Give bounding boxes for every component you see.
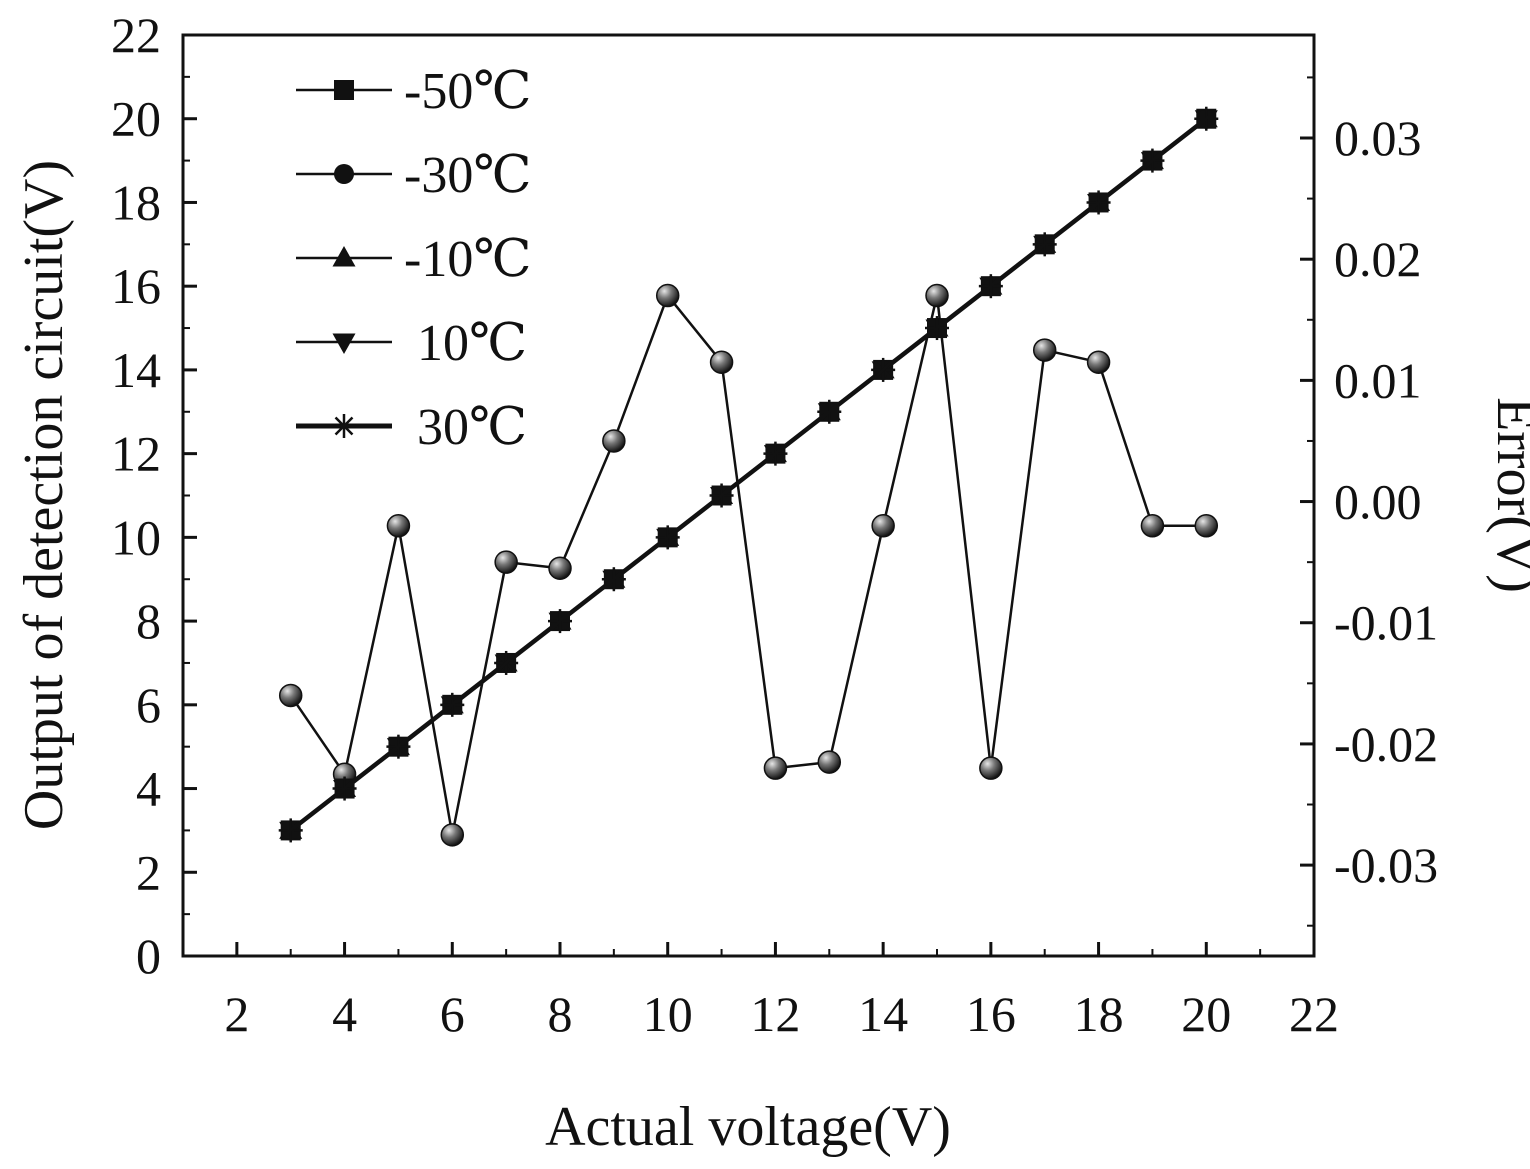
data-point [1140, 148, 1165, 173]
y-tick-label: 18 [111, 174, 161, 230]
legend-label: -30℃ [404, 147, 532, 204]
y2-tick-label: 0.01 [1334, 352, 1422, 408]
data-point [925, 283, 949, 308]
y-tick-label: 10 [111, 509, 161, 565]
y2-tick-label: 0.03 [1334, 110, 1422, 166]
y-axis-ticks: 0 2 4 6 8 10 12 14 16 18 20 22 [111, 7, 197, 984]
data-point [979, 756, 1003, 780]
data-point [871, 514, 895, 538]
y-tick-label: 2 [136, 844, 161, 900]
data-point [386, 514, 411, 538]
data-point [1140, 514, 1165, 538]
series-line [289, 294, 1207, 837]
y-tick-label: 16 [111, 258, 161, 314]
y2-tick-label: 0.00 [1334, 474, 1422, 530]
data-point [763, 441, 788, 466]
data-point [1194, 106, 1219, 131]
x-tick-label: 8 [548, 986, 573, 1042]
series-6 [278, 283, 1219, 847]
y-tick-label: 0 [136, 928, 161, 984]
data-point [278, 818, 303, 843]
x-tick-label: 18 [1074, 986, 1124, 1042]
x-tick-label: 14 [858, 986, 908, 1042]
y2-axis-title: Error(V) [1485, 397, 1530, 593]
data-point [602, 429, 626, 453]
legend-marker [334, 80, 354, 100]
data-point [332, 776, 357, 801]
data-point [655, 525, 680, 550]
y-tick-label: 8 [136, 593, 161, 649]
legend-label: -10℃ [404, 231, 532, 288]
x-tick-label: 12 [750, 986, 800, 1042]
data-point [494, 650, 519, 675]
data-point [440, 823, 465, 847]
legend-item: -10℃ [296, 231, 532, 288]
y2-tick-label: -0.02 [1334, 716, 1438, 772]
y2-tick-label: -0.03 [1334, 837, 1438, 893]
legend-item: -30℃ [296, 147, 532, 204]
legend-item: 10℃ [296, 315, 527, 372]
legend-marker [332, 246, 356, 267]
x-axis-title: Actual voltage(V) [545, 1096, 951, 1158]
y-axis-title: Output of detection circuit(V) [13, 160, 75, 830]
data-point [763, 756, 788, 780]
legend-item: -50℃ [296, 63, 532, 120]
legend-item: 30℃ [296, 399, 527, 456]
data-point [925, 316, 949, 341]
legend-marker [334, 164, 354, 184]
data-point [278, 683, 303, 708]
data-point [1194, 514, 1219, 538]
y-tick-label: 20 [111, 91, 161, 147]
series-5 [278, 106, 1219, 843]
data-point [1086, 350, 1111, 374]
legend-label: 10℃ [404, 315, 527, 372]
x-tick-label: 10 [643, 986, 693, 1042]
x-tick-label: 22 [1289, 986, 1339, 1042]
legend-label: 30℃ [404, 399, 527, 456]
y2-tick-label: 0.02 [1334, 231, 1422, 287]
data-point [709, 483, 734, 508]
data-point [386, 734, 411, 759]
y-tick-label: 12 [111, 426, 161, 482]
x-tick-label: 20 [1181, 986, 1231, 1042]
x-tick-label: 6 [440, 986, 465, 1042]
y-tick-label: 14 [111, 342, 161, 398]
y-tick-label: 22 [111, 7, 161, 63]
data-point [871, 357, 896, 382]
legend: -50℃ -30℃ -10℃ 10℃ 30℃ [296, 63, 532, 456]
x-axis-ticks: 2 4 6 8 10 12 14 16 18 20 22 [224, 942, 1339, 1042]
data-point [548, 609, 572, 634]
y-tick-label: 6 [136, 677, 161, 733]
x-tick-label: 16 [966, 986, 1016, 1042]
data-point [601, 567, 626, 592]
legend-label: -50℃ [404, 63, 532, 120]
data-point [548, 556, 572, 580]
data-point [1032, 232, 1057, 257]
x-tick-label: 2 [224, 986, 249, 1042]
data-point [655, 283, 680, 308]
x-tick-label: 4 [332, 986, 357, 1042]
y2-tick-label: -0.01 [1334, 595, 1438, 651]
data-point [494, 550, 518, 574]
data-point [817, 399, 842, 424]
data-point [440, 692, 465, 717]
legend-marker [332, 333, 356, 354]
data-point [817, 750, 842, 774]
series-layer [278, 106, 1219, 847]
data-point [709, 350, 734, 374]
legend-marker [332, 414, 356, 438]
data-point [1086, 190, 1111, 215]
y-tick-label: 4 [136, 761, 161, 817]
data-point [1032, 338, 1057, 362]
series-line [289, 116, 1208, 833]
data-point [978, 274, 1003, 299]
y2-axis-ticks: 0.03 0.02 0.01 0.00 -0.01 -0.02 -0.03 [1300, 76, 1438, 927]
